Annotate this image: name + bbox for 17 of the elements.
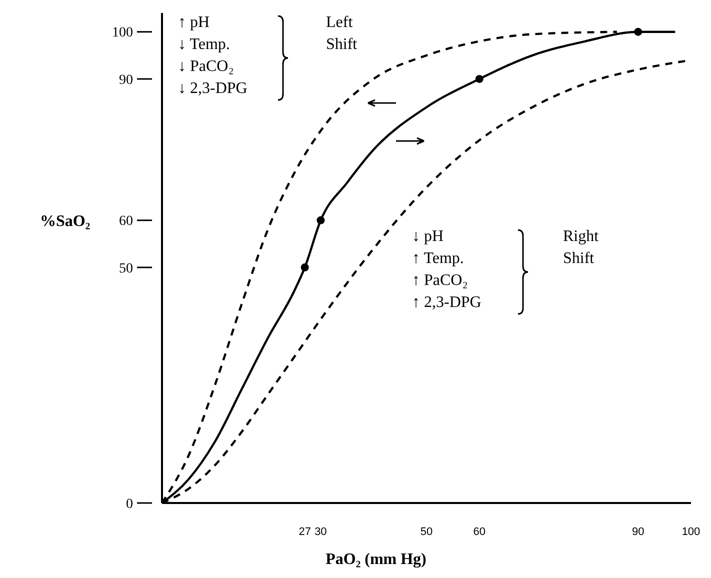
y-tick-label: 90: [119, 72, 133, 88]
x-axis-title: PaO₂ (mm Hg): [326, 551, 426, 568]
annotation: ↑ pH ↓ Temp. ↓ PaCO₂ ↓ 2,3-DPG: [178, 14, 248, 97]
y-tick-label: 0: [126, 496, 133, 512]
x-tick-label: 50: [420, 526, 433, 538]
annotation: Left Shift: [326, 14, 358, 53]
x-tick-label: 90: [632, 526, 644, 538]
y-axis-title: %SaO₂: [40, 212, 90, 230]
annotation: Right Shift: [563, 228, 600, 267]
x-tick-label: 30: [314, 526, 327, 538]
y-tick-label: 50: [119, 261, 133, 276]
x-tick-label: 27: [298, 526, 311, 538]
y-tick-label: 100: [112, 26, 133, 41]
x-tick-label: 60: [473, 526, 486, 538]
y-tick-label: 60: [119, 214, 133, 230]
annotation: ↓ pH ↑ Temp. ↑ PaCO₂ ↑ 2,3-DPG: [412, 228, 482, 311]
x-tick-label: 100: [682, 526, 700, 538]
